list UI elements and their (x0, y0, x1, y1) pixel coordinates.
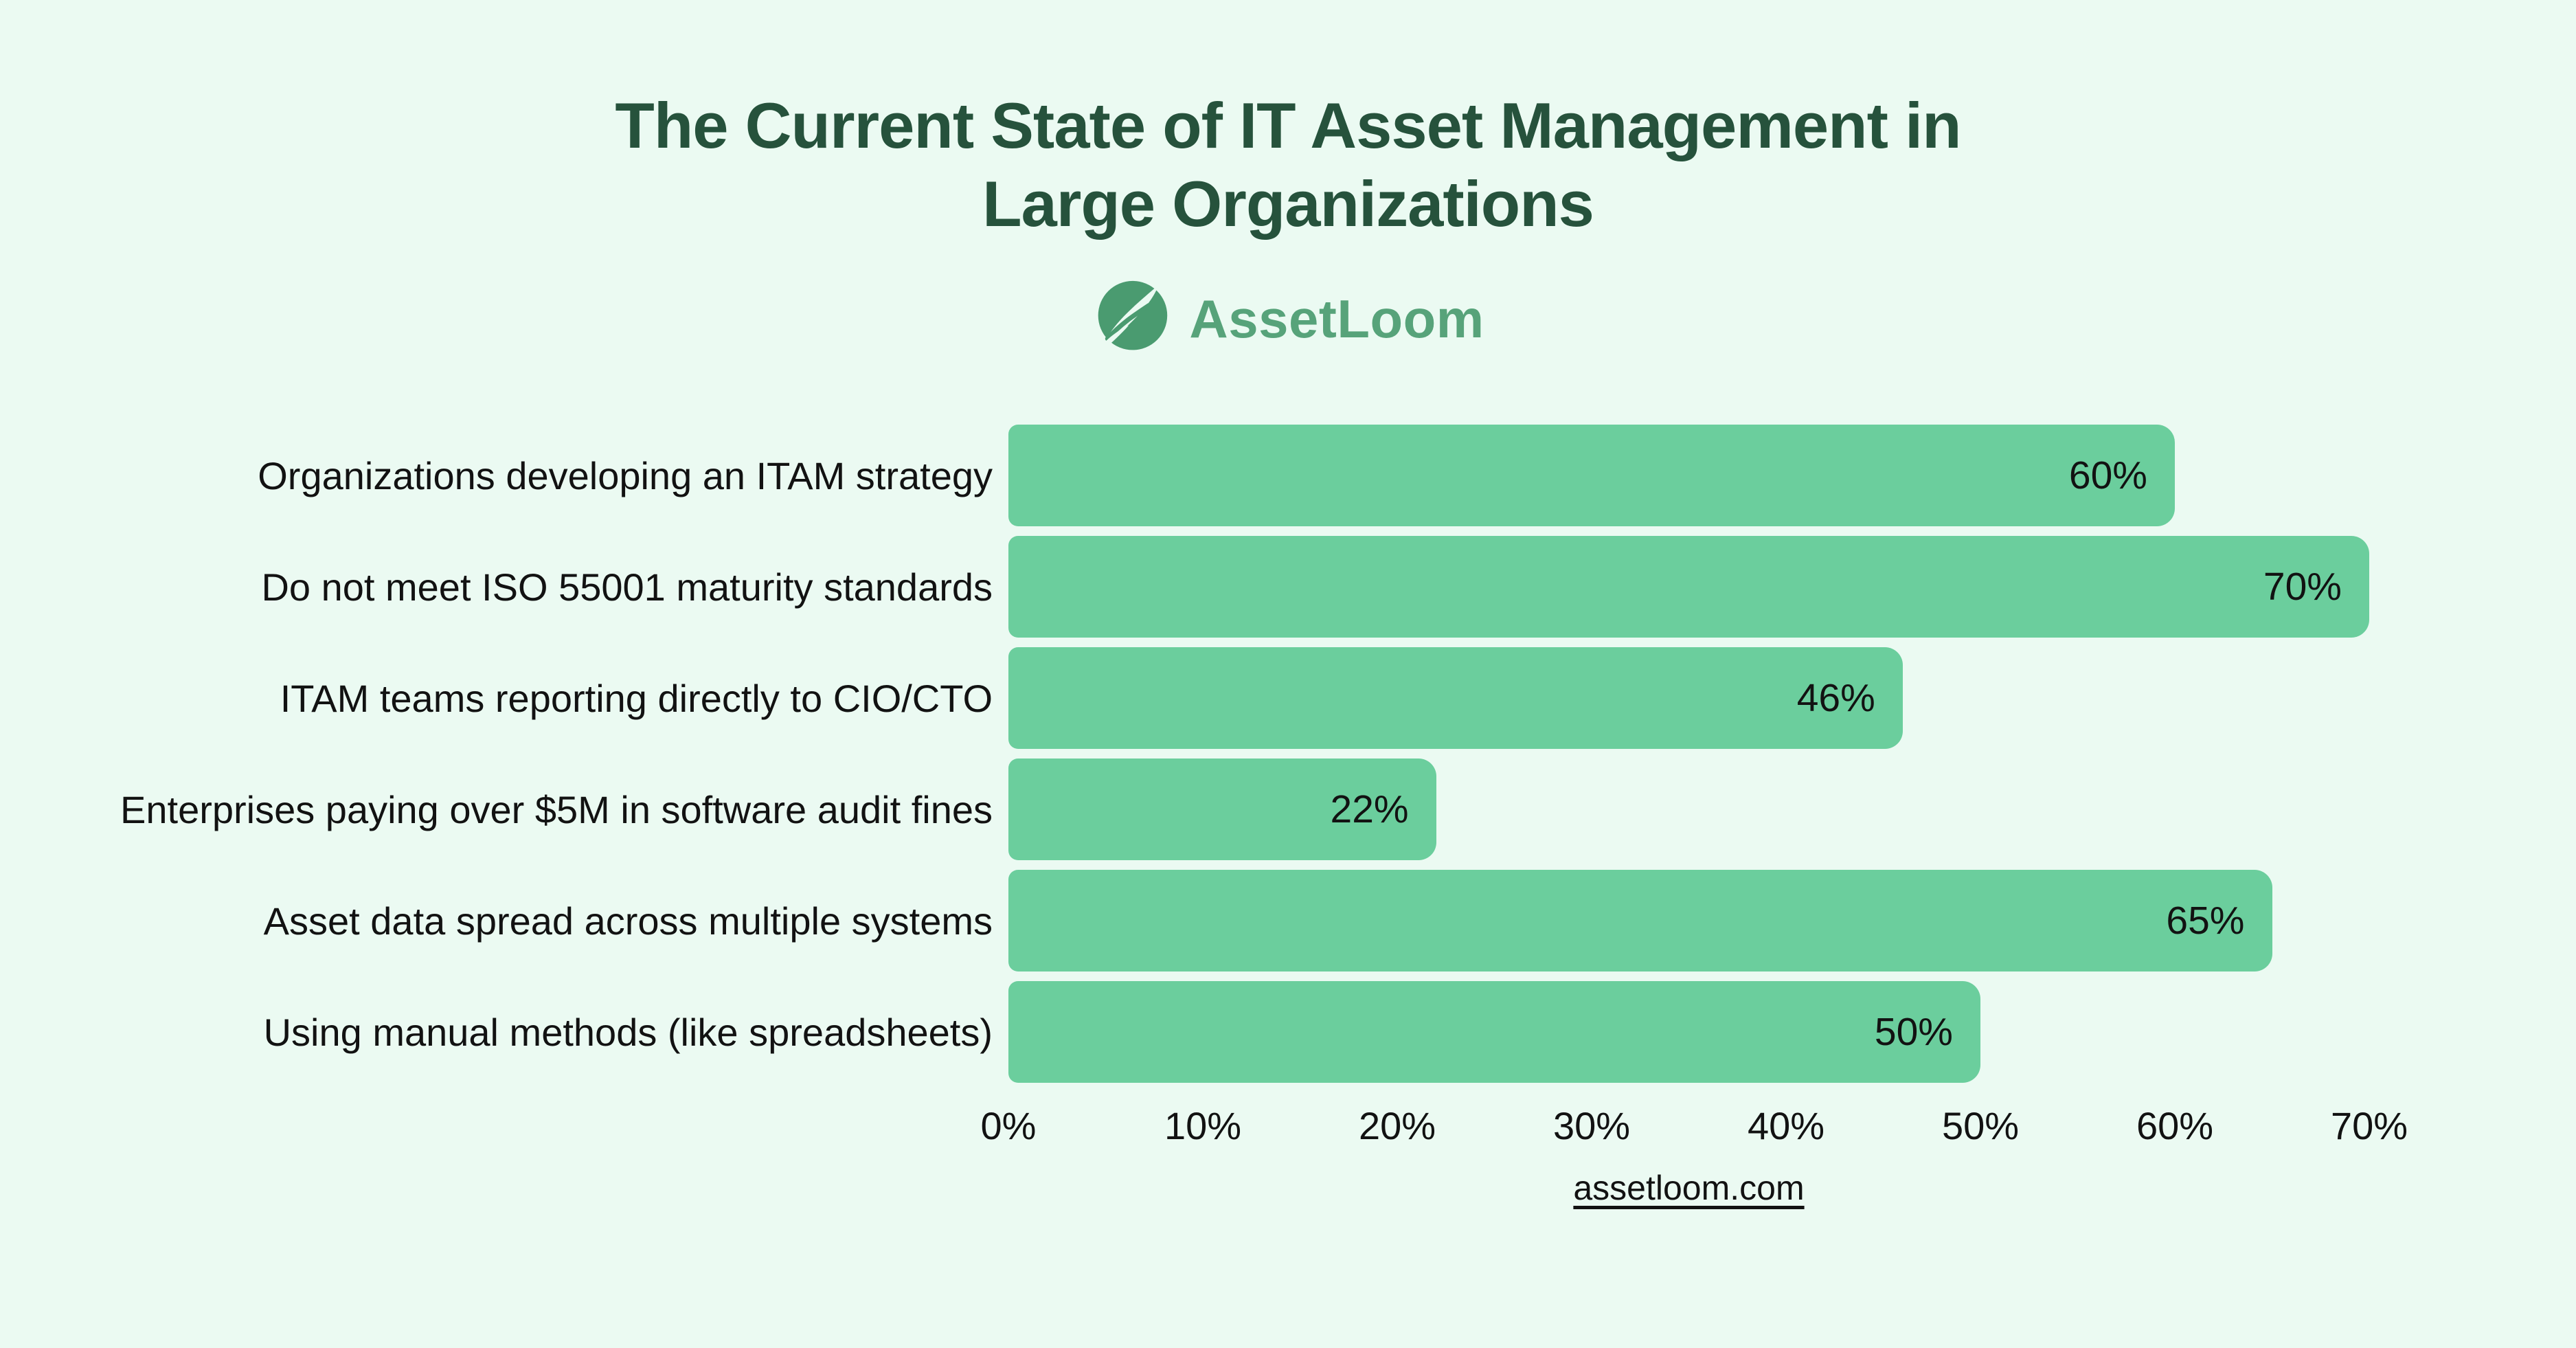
chart-row: Enterprises paying over $5M in software … (0, 759, 2576, 870)
title-line-1: The Current State of IT Asset Management… (615, 89, 1961, 161)
page-title: The Current State of IT Asset Management… (0, 87, 2576, 243)
leaf-logo-icon (1092, 280, 1168, 359)
bar: 60% (1008, 425, 2175, 526)
bar-track: 60% (1008, 425, 2369, 526)
value-label: 50% (1874, 1010, 1953, 1054)
chart-row: Asset data spread across multiple system… (0, 870, 2576, 981)
bar: 46% (1008, 647, 1903, 749)
bar-track: 22% (1008, 759, 2369, 860)
category-label: Using manual methods (like spreadsheets) (263, 1010, 993, 1054)
chart-rows: Organizations developing an ITAM strateg… (0, 425, 2576, 1092)
value-label: 70% (2263, 565, 2342, 609)
chart-row: Do not meet ISO 55001 maturity standards… (0, 536, 2576, 647)
logo-wordmark: AssetLoom (1189, 288, 1484, 349)
x-tick: 30% (1552, 1104, 1631, 1147)
bar-track: 70% (1008, 536, 2369, 638)
chart-row: ITAM teams reporting directly to CIO/CTO… (0, 647, 2576, 759)
chart-row: Organizations developing an ITAM strateg… (0, 425, 2576, 536)
bar-track: 46% (1008, 647, 2369, 749)
value-label: 46% (1796, 676, 1875, 720)
x-tick: 40% (1747, 1104, 1825, 1147)
bar-track: 65% (1008, 870, 2369, 971)
category-label: ITAM teams reporting directly to CIO/CTO (280, 676, 993, 720)
value-label: 22% (1330, 787, 1409, 831)
value-label: 60% (2068, 453, 2147, 497)
category-label: Organizations developing an ITAM strateg… (258, 453, 993, 497)
chart-row: Using manual methods (like spreadsheets)… (0, 981, 2576, 1092)
bar: 65% (1008, 870, 2272, 971)
bar-chart: Organizations developing an ITAM strateg… (0, 425, 2576, 1208)
assetloom-logo: AssetLoom (0, 279, 2576, 359)
value-label: 65% (2166, 899, 2245, 943)
category-label: Do not meet ISO 55001 maturity standards (261, 565, 993, 609)
bar: 50% (1008, 981, 1980, 1083)
category-label: Enterprises paying over $5M in software … (120, 787, 993, 831)
category-label: Asset data spread across multiple system… (263, 899, 993, 943)
source-link[interactable]: assetloom.com (1573, 1169, 1805, 1207)
bar: 70% (1008, 536, 2369, 638)
bar: 22% (1008, 759, 1436, 860)
bar-track: 50% (1008, 981, 2369, 1083)
source-footer: assetloom.com (1008, 1168, 2369, 1208)
x-tick: 10% (1164, 1104, 1242, 1147)
x-axis-ticks: 0% 10% 20% 30% 40% 50% 60% 70% (981, 1103, 2408, 1149)
x-tick: 70% (2330, 1104, 2408, 1147)
title-line-2: Large Organizations (982, 168, 1594, 240)
x-tick: 20% (1358, 1104, 1436, 1147)
x-tick: 0% (980, 1104, 1037, 1147)
x-tick: 50% (1941, 1104, 2020, 1147)
x-tick: 60% (2136, 1104, 2214, 1147)
